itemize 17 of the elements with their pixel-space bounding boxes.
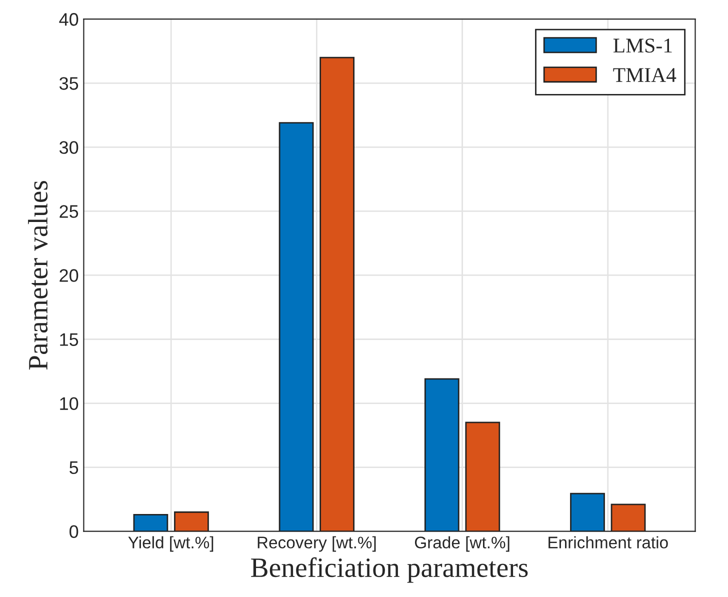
legend-label: TMIA4	[613, 68, 676, 82]
y-tick-label: 35	[59, 77, 78, 90]
x-tick-label: Yield [wt.%]	[128, 536, 214, 552]
y-tick-label: 30	[59, 141, 78, 154]
y-tick-label: 25	[60, 205, 78, 218]
y-tick-label: 5	[70, 461, 78, 474]
y-tick-label: 10	[60, 397, 78, 410]
y-tick-label: 20	[60, 269, 78, 282]
legend-label: LMS-1	[613, 38, 672, 53]
y-tick-label: 40	[59, 13, 78, 26]
y-axis-title: Parameter values	[28, 180, 48, 370]
y-tick-label: 0	[70, 525, 78, 538]
x-tick-label: Recovery [wt.%]	[258, 536, 376, 552]
x-tick-label: Grade [wt.%]	[414, 536, 510, 552]
x-tick-label: Enrichment ratio	[548, 536, 668, 548]
y-tick-label: 15	[60, 333, 78, 346]
x-axis-title: Beneficiation parameters	[251, 557, 528, 583]
